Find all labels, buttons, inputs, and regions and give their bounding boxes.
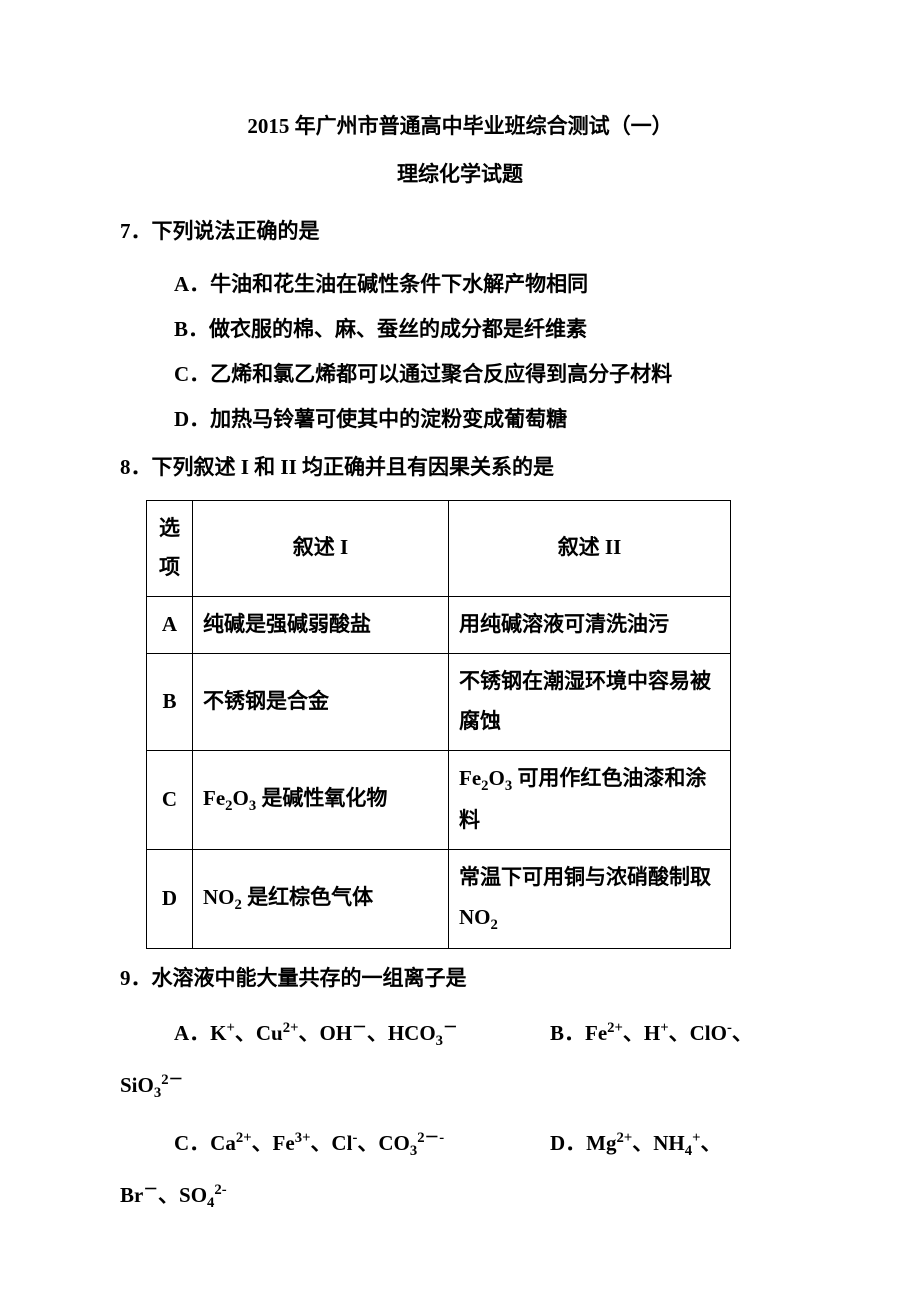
q9-row-cd: C．Ca2+、Fe3+、Cl-、CO32－- D．Mg2+、NH4+、 xyxy=(120,1121,800,1167)
header-option: 选项 xyxy=(147,500,193,597)
q9-stem: 9．水溶液中能大量共存的一组离子是 xyxy=(120,959,800,999)
q8-stem: 8．下列叙述 I 和 II 均正确并且有因果关系的是 xyxy=(120,448,800,488)
q9-option-b-cont: SiO32－ xyxy=(120,1063,800,1109)
table-header-row: 选项 叙述 I 叙述 II xyxy=(147,500,731,597)
cell-opt: D xyxy=(147,849,193,948)
cell-opt: A xyxy=(147,597,193,654)
q9-option-d: D．Mg2+、NH4+、 xyxy=(550,1121,721,1167)
cell-opt: B xyxy=(147,654,193,751)
q9-option-a: A．K+、Cu2+、OH－、HCO3－ xyxy=(120,1011,550,1057)
cell-s1: 纯碱是强碱弱酸盐 xyxy=(193,597,449,654)
q7-option-c: C．乙烯和氯乙烯都可以通过聚合反应得到高分子材料 xyxy=(120,354,800,395)
cell-s2: 用纯碱溶液可清洗油污 xyxy=(449,597,731,654)
q8-table: 选项 叙述 I 叙述 II A 纯碱是强碱弱酸盐 用纯碱溶液可清洗油污 B 不锈… xyxy=(146,500,731,949)
q9-option-b: B．Fe2+、H+、ClO-、 xyxy=(550,1011,753,1057)
header-stmt2: 叙述 II xyxy=(449,500,731,597)
header-stmt1: 叙述 I xyxy=(193,500,449,597)
cell-s2: 不锈钢在潮湿环境中容易被腐蚀 xyxy=(449,654,731,751)
question-7: 7．下列说法正确的是 A．牛油和花生油在碱性条件下水解产物相同 B．做衣服的棉、… xyxy=(120,212,800,440)
q7-option-d: D．加热马铃薯可使其中的淀粉变成葡萄糖 xyxy=(120,399,800,440)
title-main: 2015 年广州市普通高中毕业班综合测试（一） xyxy=(120,110,800,140)
question-8: 8．下列叙述 I 和 II 均正确并且有因果关系的是 选项 叙述 I 叙述 II… xyxy=(120,448,800,949)
q8-table-container: 选项 叙述 I 叙述 II A 纯碱是强碱弱酸盐 用纯碱溶液可清洗油污 B 不锈… xyxy=(120,500,800,949)
cell-s2: Fe2O3 可用作红色油漆和涂料 xyxy=(449,750,731,849)
q9-row-ab: A．K+、Cu2+、OH－、HCO3－ B．Fe2+、H+、ClO-、 xyxy=(120,1011,800,1057)
q9-options: A．K+、Cu2+、OH－、HCO3－ B．Fe2+、H+、ClO-、 SiO3… xyxy=(120,1011,800,1219)
question-9: 9．水溶液中能大量共存的一组离子是 A．K+、Cu2+、OH－、HCO3－ B．… xyxy=(120,959,800,1219)
cell-s1: 不锈钢是合金 xyxy=(193,654,449,751)
table-row: A 纯碱是强碱弱酸盐 用纯碱溶液可清洗油污 xyxy=(147,597,731,654)
q7-option-b: B．做衣服的棉、麻、蚕丝的成分都是纤维素 xyxy=(120,309,800,350)
table-row: D NO2 是红棕色气体 常温下可用铜与浓硝酸制取 NO2 xyxy=(147,849,731,948)
cell-s1: Fe2O3 是碱性氧化物 xyxy=(193,750,449,849)
q9-option-d-cont: Br－、SO42- xyxy=(120,1173,800,1219)
q7-stem: 7．下列说法正确的是 xyxy=(120,212,800,252)
cell-s1: NO2 是红棕色气体 xyxy=(193,849,449,948)
table-row: C Fe2O3 是碱性氧化物 Fe2O3 可用作红色油漆和涂料 xyxy=(147,750,731,849)
q7-option-a: A．牛油和花生油在碱性条件下水解产物相同 xyxy=(120,264,800,305)
table-row: B 不锈钢是合金 不锈钢在潮湿环境中容易被腐蚀 xyxy=(147,654,731,751)
cell-s2: 常温下可用铜与浓硝酸制取 NO2 xyxy=(449,849,731,948)
title-sub: 理综化学试题 xyxy=(120,158,800,188)
q9-option-c: C．Ca2+、Fe3+、Cl-、CO32－- xyxy=(120,1121,550,1167)
cell-opt: C xyxy=(147,750,193,849)
